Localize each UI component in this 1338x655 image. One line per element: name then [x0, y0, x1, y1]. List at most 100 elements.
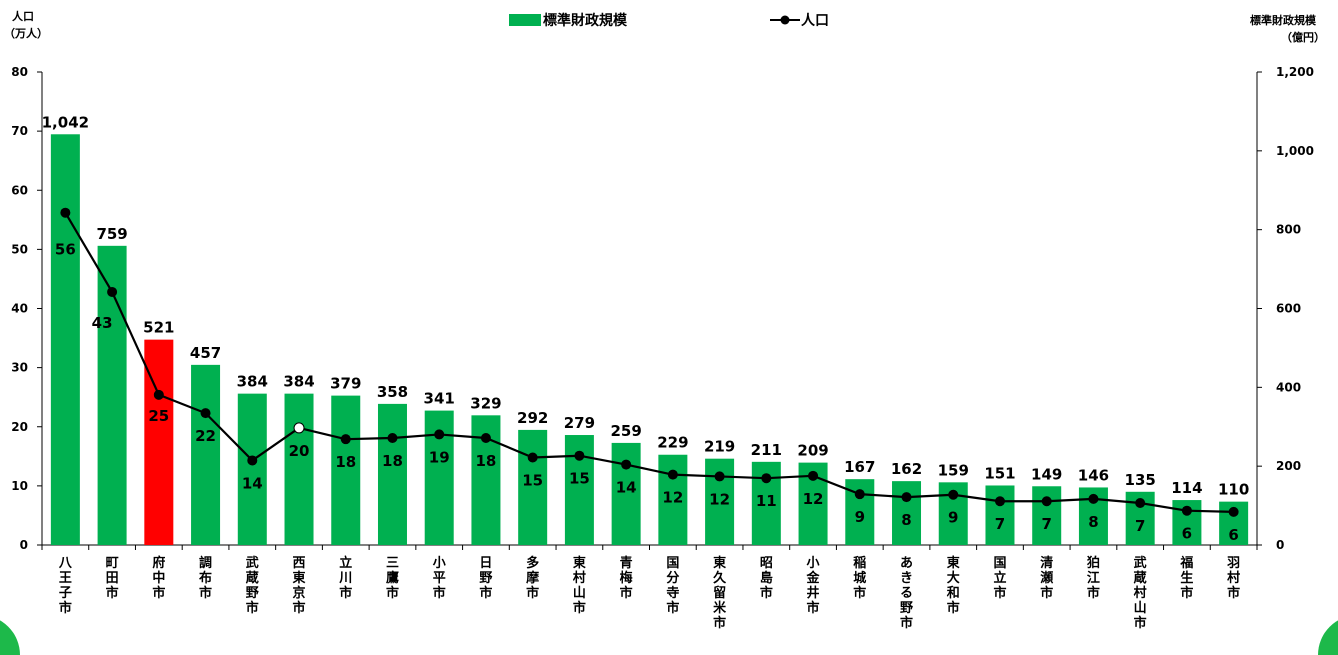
category-label: 狛江市	[1086, 555, 1100, 601]
legend-bar-label: 標準財政規模	[543, 12, 628, 29]
bar-value-label: 151	[984, 464, 1015, 482]
population-point	[714, 471, 725, 482]
population-point	[247, 455, 258, 466]
left-tick-label: 40	[11, 302, 28, 316]
bar-value-label: 146	[1078, 466, 1109, 484]
category-label: 武蔵村山市	[1134, 555, 1147, 631]
bar-value-label: 384	[283, 373, 314, 391]
population-point	[761, 473, 772, 484]
population-value-label: 14	[242, 474, 263, 492]
bar-value-label: 379	[330, 375, 361, 393]
bar-value-label: 149	[1031, 465, 1062, 483]
chart: 人口（万人） 標準財政規模（億円） 標準財政規模 人口 0102030405060…	[4, 9, 1325, 631]
population-point	[994, 496, 1005, 507]
bar-value-label: 159	[938, 461, 969, 479]
category-label: 多摩市	[526, 555, 540, 601]
population-value-label: 22	[195, 427, 216, 445]
category-labels: 八王子市 町田市 府中市 調布市 武蔵野市 西東京市 立川市 三鷹市 小平市 日野市 多摩市 東村山市…	[58, 555, 1240, 631]
population-point	[107, 286, 118, 297]
population-value-label: 7	[1135, 517, 1145, 535]
legend: 標準財政規模 人口	[509, 12, 829, 29]
bar-value-label: 759	[96, 225, 127, 243]
category-label: 日野市	[479, 556, 492, 601]
population-value-label: 43	[92, 314, 113, 332]
population-value-label: 7	[1041, 515, 1051, 533]
left-tick-label: 30	[11, 361, 28, 375]
population-point	[667, 469, 678, 480]
category-label: 国分寺市	[666, 556, 679, 616]
population-value-label: 15	[522, 471, 543, 489]
population-point	[901, 492, 912, 503]
category-label: 福生市	[1179, 555, 1193, 601]
population-point	[1181, 505, 1192, 516]
left-axis-label-line: （万人）	[4, 26, 48, 40]
population-labels: 56 43 25 22 14 20 18 18 19 18 15 15 14 12 12 11 12 9 8 9 7 7 8…	[55, 241, 1239, 544]
category-label: 東久留米市	[713, 555, 727, 631]
population-point	[621, 459, 632, 470]
right-tick-label: 200	[1276, 459, 1301, 473]
population-value-label: 9	[948, 509, 958, 527]
bar-value-label: 457	[190, 344, 221, 362]
bar-value-label: 521	[143, 319, 174, 337]
category-label: あきる野市	[900, 556, 913, 631]
population-point	[854, 489, 865, 500]
population-point	[1135, 498, 1146, 509]
population-point	[1228, 506, 1239, 517]
population-value-label: 9	[855, 508, 865, 526]
left-axis-unit: 人口 （万人）	[4, 9, 48, 40]
category-label: 羽村市	[1227, 556, 1240, 601]
right-tick-label: 400	[1276, 380, 1301, 394]
bar-value-label: 292	[517, 409, 548, 427]
right-tick-label: 0	[1276, 538, 1284, 552]
population-value-label: 14	[616, 479, 637, 497]
left-tick-label: 70	[11, 124, 28, 138]
category-label: 町田市	[106, 556, 119, 601]
population-value-label: 18	[382, 452, 403, 470]
population-point	[527, 452, 538, 463]
population-point	[1041, 496, 1052, 507]
bar-value-label: 209	[797, 442, 828, 460]
right-tick-label: 1,200	[1276, 65, 1314, 79]
category-label: 三鷹市	[386, 556, 399, 601]
right-tick-label: 1,000	[1276, 144, 1314, 158]
legend-line-marker	[780, 15, 790, 25]
bar-value-label: 162	[891, 460, 922, 478]
population-point	[200, 408, 211, 419]
left-tick-label: 10	[11, 479, 28, 493]
population-value-label: 25	[148, 407, 169, 425]
category-label: 小平市	[433, 556, 446, 601]
bar-value-label: 384	[237, 373, 268, 391]
category-label: 立川市	[338, 555, 352, 601]
category-label: 稲城市	[853, 555, 866, 601]
population-value-label: 11	[756, 492, 777, 510]
bar-value-label: 114	[1171, 479, 1202, 497]
bar	[377, 403, 407, 545]
population-point	[948, 489, 959, 500]
population-value-label: 12	[709, 490, 730, 508]
category-label: 国立市	[993, 556, 1006, 601]
bar	[191, 364, 221, 545]
category-label: 調布市	[199, 555, 212, 601]
population-point	[480, 432, 491, 443]
population-point	[1088, 493, 1099, 504]
bar-value-label: 167	[844, 458, 875, 476]
population-value-label: 18	[335, 453, 356, 471]
bar-value-label: 211	[751, 441, 782, 459]
category-label: 青梅市	[620, 555, 633, 601]
bar	[50, 134, 80, 546]
bars	[50, 134, 1249, 546]
bar-value-label: 219	[704, 438, 735, 456]
population-point	[434, 429, 445, 440]
right-tick-label: 800	[1276, 223, 1301, 237]
left-tick-label: 60	[11, 183, 28, 197]
right-axis-label-line: 標準財政規模	[1250, 13, 1317, 27]
left-tick-label: 0	[20, 538, 28, 552]
category-label: 西東京市	[293, 556, 306, 616]
bar	[331, 395, 361, 545]
population-point	[293, 422, 305, 434]
category-label: 昭島市	[760, 556, 773, 601]
population-value-label: 20	[289, 442, 310, 460]
right-tick-label: 600	[1276, 302, 1301, 316]
category-label: 清瀬市	[1040, 555, 1053, 601]
population-point	[808, 470, 819, 481]
